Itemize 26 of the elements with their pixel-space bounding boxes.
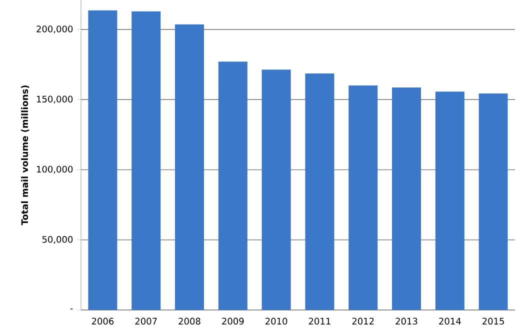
x-tick-label: 2006	[92, 318, 114, 325]
x-tick-label: 2010	[266, 318, 288, 325]
x-tick-label: 2009	[222, 318, 244, 325]
bar	[435, 92, 464, 310]
x-tick-label: 2012	[352, 318, 374, 325]
x-tick-label: 2007	[135, 318, 157, 325]
x-tick-label: 2015	[482, 318, 504, 325]
y-tick-label: 150,000	[36, 96, 73, 104]
bar	[218, 62, 248, 310]
bar	[88, 10, 118, 310]
y-tick-label: 50,000	[42, 236, 73, 244]
bar	[348, 86, 378, 310]
x-tick-label: 2011	[308, 318, 330, 325]
bar	[132, 11, 161, 310]
bar	[262, 70, 291, 310]
y-tick-label: 100,000	[36, 166, 73, 174]
bar	[392, 88, 422, 310]
bar	[305, 73, 334, 310]
y-tick-label: 200,000	[36, 26, 73, 34]
x-tick-label: 2014	[439, 318, 461, 325]
y-tick-label: -	[70, 308, 73, 310]
bar	[175, 24, 204, 310]
x-tick-label: 2008	[178, 318, 200, 325]
bar	[478, 94, 508, 310]
y-axis-title: Total mail volume (millions)	[21, 85, 30, 226]
x-tick-label: 2013	[396, 318, 418, 325]
